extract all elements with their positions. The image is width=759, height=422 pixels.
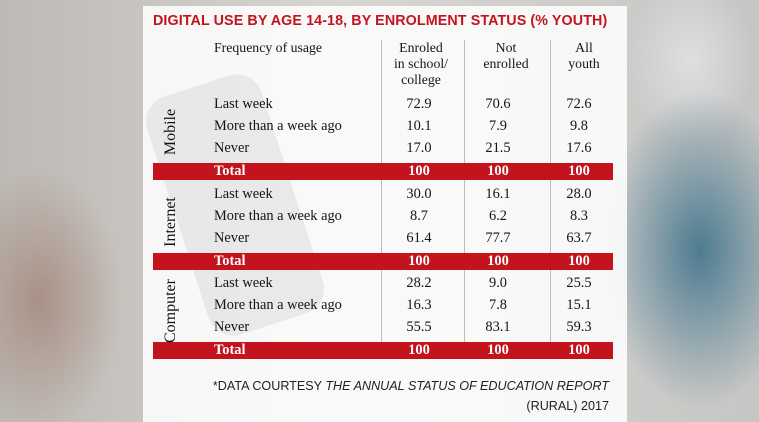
table-row: Last week 72.9 70.6 72.6 <box>153 95 613 115</box>
table-row: More than a week ago 16.3 7.8 15.1 <box>153 296 613 316</box>
group-label: Computer <box>162 279 179 343</box>
cell-enrolled: 8.7 <box>410 208 428 224</box>
cell-enrolled: 17.0 <box>406 140 432 156</box>
total-row: Total 100 100 100 <box>153 163 613 180</box>
source-note-year: (RURAL) 2017 <box>526 399 609 413</box>
cell-all-youth: 17.6 <box>566 140 592 156</box>
row-label: Never <box>214 230 250 246</box>
cell-all-youth: 59.3 <box>566 319 592 335</box>
source-note: *DATA COURTESY THE ANNUAL STATUS OF EDUC… <box>213 379 609 393</box>
table-row: Last week 30.0 16.1 28.0 <box>153 185 613 205</box>
cell-not-enrolled: 70.6 <box>485 96 511 112</box>
total-row: Total 100 100 100 <box>153 342 613 359</box>
cell-all-youth: 63.7 <box>566 230 592 246</box>
row-label: Total <box>214 163 246 179</box>
group-label: Internet <box>162 197 179 247</box>
cell-all-youth: 15.1 <box>566 297 592 313</box>
cell-not-enrolled: 9.0 <box>489 275 507 291</box>
cell-all-youth: 25.5 <box>566 275 592 291</box>
cell-not-enrolled: 6.2 <box>489 208 507 224</box>
cell-enrolled: 55.5 <box>406 319 432 335</box>
header-enrolled: Enroled in school/ college <box>383 40 459 88</box>
column-divider <box>381 40 382 358</box>
header-line: youth <box>568 56 600 71</box>
row-label: Last week <box>214 186 273 202</box>
cell-not-enrolled: 100 <box>487 253 509 269</box>
total-row: Total 100 100 100 <box>153 253 613 270</box>
cell-all-youth: 9.8 <box>570 118 588 134</box>
column-divider <box>550 40 551 358</box>
cell-not-enrolled: 77.7 <box>485 230 511 246</box>
row-label: More than a week ago <box>214 208 342 224</box>
cell-not-enrolled: 7.9 <box>489 118 507 134</box>
cell-all-youth: 100 <box>568 342 590 358</box>
cell-all-youth: 100 <box>568 163 590 179</box>
row-label: Last week <box>214 96 273 112</box>
cell-all-youth: 72.6 <box>566 96 592 112</box>
table-row: Never 17.0 21.5 17.6 <box>153 139 613 159</box>
cell-enrolled: 100 <box>408 253 430 269</box>
cell-enrolled: 10.1 <box>406 118 432 134</box>
header-line: enrolled <box>483 56 529 71</box>
cell-all-youth: 100 <box>568 253 590 269</box>
header-line: college <box>401 72 441 87</box>
cell-not-enrolled: 100 <box>487 163 509 179</box>
cell-enrolled: 16.3 <box>406 297 432 313</box>
header-frequency: Frequency of usage <box>214 40 323 55</box>
row-label: More than a week ago <box>214 118 342 134</box>
row-label: Total <box>214 253 246 269</box>
source-prefix: *DATA COURTESY <box>212 379 326 393</box>
cell-not-enrolled: 16.1 <box>485 186 511 202</box>
table-row: Never 61.4 77.7 63.7 <box>153 229 613 249</box>
header-all-youth: All youth <box>546 40 622 72</box>
header-line: in school/ <box>393 56 449 71</box>
table-row: More than a week ago 10.1 7.9 9.8 <box>153 117 613 137</box>
chart-title: DIGITAL USE BY AGE 14-18, BY ENROLMENT S… <box>153 13 608 29</box>
group-label: Mobile <box>162 108 179 156</box>
cell-not-enrolled: 100 <box>487 342 509 358</box>
cell-enrolled: 100 <box>408 163 430 179</box>
cell-enrolled: 72.9 <box>406 96 432 112</box>
header-line: Enroled <box>399 40 443 55</box>
table-row: More than a week ago 8.7 6.2 8.3 <box>153 207 613 227</box>
cell-all-youth: 28.0 <box>566 186 592 202</box>
row-label: More than a week ago <box>214 297 342 313</box>
cell-enrolled: 30.0 <box>406 186 432 202</box>
column-divider <box>464 40 465 358</box>
header-line: Not <box>495 40 517 55</box>
cell-enrolled: 28.2 <box>406 275 432 291</box>
cell-not-enrolled: 21.5 <box>485 140 511 156</box>
row-label: Never <box>214 140 250 156</box>
cell-not-enrolled: 7.8 <box>489 297 507 313</box>
header-line: All <box>575 40 593 55</box>
cell-enrolled: 61.4 <box>406 230 432 246</box>
cell-all-youth: 8.3 <box>570 208 588 224</box>
source-report: THE ANNUAL STATUS OF EDUCATION REPORT <box>325 379 609 393</box>
row-label: Never <box>214 319 250 335</box>
header-not-enrolled: Not enrolled <box>468 40 544 72</box>
row-label: Total <box>214 342 246 358</box>
row-label: Last week <box>214 275 273 291</box>
table-row: Last week 28.2 9.0 25.5 <box>153 274 613 294</box>
cell-enrolled: 100 <box>408 342 430 358</box>
table-row: Never 55.5 83.1 59.3 <box>153 318 613 338</box>
cell-not-enrolled: 83.1 <box>485 319 511 335</box>
